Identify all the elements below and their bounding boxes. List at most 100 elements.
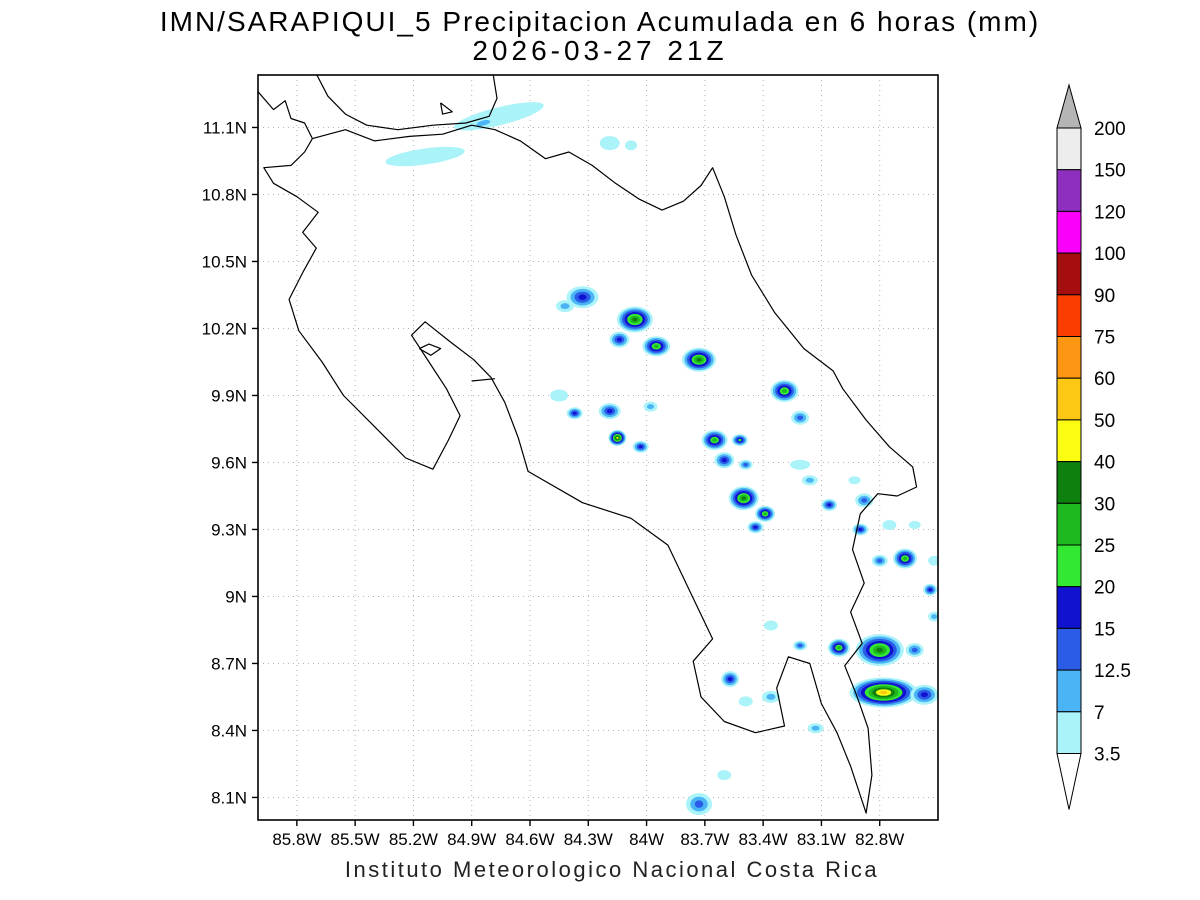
coastline [471, 378, 496, 382]
precip-cell [861, 498, 868, 503]
precip-cell [782, 389, 787, 393]
precip-cell [741, 496, 746, 500]
precip-cell [606, 409, 613, 414]
colorbar-band [1056, 461, 1082, 504]
y-axis-label: 10.8N [202, 186, 247, 205]
precip-cell [625, 140, 637, 151]
precip-cell [858, 528, 863, 531]
colorbar-arrow-top [1056, 83, 1082, 129]
colorbar-tick-label: 50 [1094, 411, 1115, 432]
colorbar-band [1056, 711, 1082, 754]
precip-cell [848, 476, 861, 485]
x-axis-label: 85.2W [389, 830, 438, 849]
precip-cell [766, 693, 776, 700]
precip-cell [550, 389, 569, 402]
y-axis-label: 8.1N [211, 788, 247, 807]
precip-cell [738, 438, 742, 442]
colorbar-tick-label: 30 [1094, 494, 1115, 515]
precip-cell [638, 445, 643, 449]
y-axis-label: 8.4N [211, 721, 247, 740]
precip-cell [599, 136, 620, 151]
coastline [316, 75, 498, 131]
precip-cell [797, 415, 804, 421]
colorbar-band [1056, 127, 1082, 171]
precip-cell [928, 555, 938, 566]
coastline [258, 91, 918, 814]
colorbar-band [1056, 502, 1082, 546]
x-axis-label: 83.4W [739, 830, 788, 849]
precip-cell [920, 692, 928, 698]
x-axis-label: 82.8W [855, 830, 904, 849]
precip-cell [790, 459, 811, 470]
colorbar-tick-label: 75 [1094, 328, 1115, 349]
axes-group: 85.8W 85.5W 85.2W 84.9W 84.6W 84.3W 84W 83.7W 83… [202, 74, 939, 849]
colorbar-tick-label: 7 [1094, 703, 1105, 724]
precip-cell [882, 520, 897, 530]
colorbar-tick-label: 200 [1094, 119, 1126, 140]
precip-cell [727, 677, 733, 682]
colorbar-band [1056, 252, 1082, 296]
colorbar-band [1056, 210, 1082, 254]
precip-cell [911, 647, 918, 653]
precip-cells-group [385, 102, 938, 816]
colorbar-band [1056, 169, 1082, 212]
colorbar-tick-label: 40 [1094, 453, 1115, 474]
y-axis-label: 8.7N [211, 655, 247, 674]
chart-title: IMN/SARAPIQUI_5 Precipitacion Acumulada … [160, 6, 1040, 37]
colorbar-tick-label: 25 [1094, 536, 1115, 557]
chart-subtitle: 2026-03-27 21Z [472, 35, 727, 66]
precip-cell [717, 770, 732, 781]
colorbar-tick-label: 150 [1094, 161, 1126, 182]
precip-cell [837, 646, 841, 650]
precip-cell [928, 588, 932, 592]
colorbar-band [1056, 377, 1082, 421]
colorbar-band [1056, 627, 1082, 671]
precip-cell [753, 525, 758, 529]
precip-cell [721, 458, 727, 463]
colorbar-tick-label: 15 [1094, 619, 1115, 640]
precip-cell [827, 503, 832, 507]
precip-cell [876, 647, 884, 653]
precip-cell [696, 358, 702, 362]
coastline [418, 343, 442, 356]
precip-cell [476, 120, 491, 126]
precip-cell [811, 725, 820, 731]
footer-credit: Instituto Meteorologico Nacional Costa R… [345, 857, 879, 882]
colorbar-tick-label: 120 [1094, 202, 1126, 223]
y-axis-label: 11.1N [203, 119, 247, 138]
colorbar-tick-label: 3.5 [1094, 745, 1120, 766]
precip-cell [743, 463, 748, 467]
colorbar-tick-label: 60 [1094, 369, 1115, 390]
colorbar-tick-label: 90 [1094, 286, 1115, 307]
precip-cell [877, 558, 883, 563]
y-axis-label: 10.5N [202, 253, 247, 272]
x-axis-label: 84.3W [564, 830, 613, 849]
coastline-group [258, 75, 918, 814]
precip-cell [908, 521, 921, 529]
precip-cell [903, 556, 907, 561]
coastline [440, 102, 453, 115]
colorbar-arrow-bottom [1056, 753, 1082, 810]
x-axis-label: 84.6W [505, 830, 554, 849]
colorbar-band [1056, 419, 1082, 463]
x-axis-label: 85.5W [331, 830, 380, 849]
precip-cell [694, 800, 704, 808]
precip-cell [654, 344, 659, 348]
x-axis-label: 85.8W [272, 830, 321, 849]
colorbar-band [1056, 336, 1082, 379]
precip-cell [797, 643, 803, 648]
precip-cell [560, 303, 570, 310]
colorbar-tick-label: 12.5 [1094, 661, 1131, 682]
x-axis-label: 83.7W [680, 830, 729, 849]
precip-cell [805, 477, 814, 483]
precip-cell [879, 690, 888, 695]
precip-cell [712, 438, 717, 442]
colorbar-band [1056, 669, 1082, 713]
y-axis-label: 9.3N [211, 521, 247, 540]
precip-cell [632, 317, 638, 322]
x-axis-label: 84W [629, 830, 664, 849]
colorbar-band [1056, 544, 1082, 588]
x-axis-label: 84.9W [447, 830, 496, 849]
